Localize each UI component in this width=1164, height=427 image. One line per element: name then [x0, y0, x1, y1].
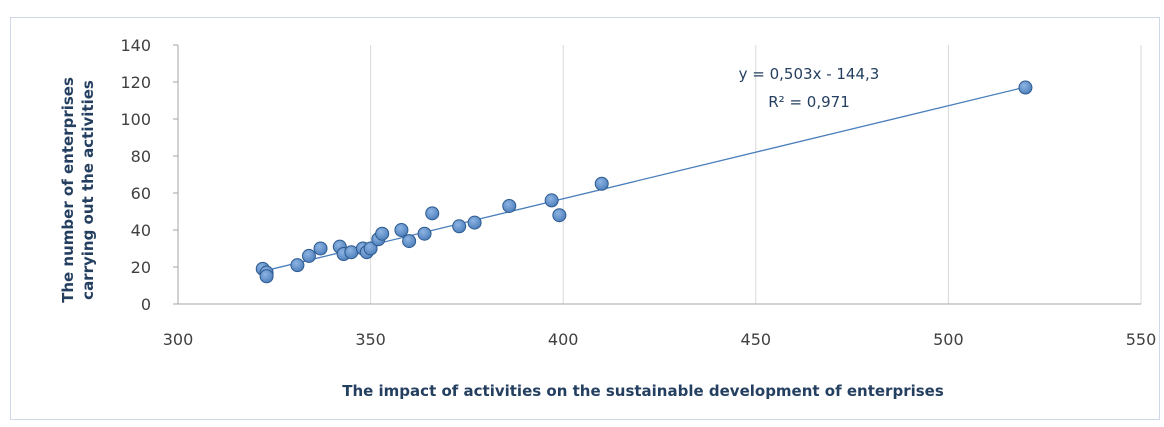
x-axis-title: The impact of activities on the sustaina…	[342, 382, 944, 400]
data-point	[594, 176, 609, 191]
data-point	[402, 234, 417, 249]
trendline	[262, 86, 1026, 272]
data-point	[344, 245, 359, 260]
data-point	[552, 208, 567, 223]
data-point	[301, 248, 316, 263]
x-tick-label: 400	[548, 330, 579, 349]
gridlines	[370, 45, 1142, 304]
y-axis-title: The number of enterprises carrying out t…	[59, 77, 97, 303]
x-tick-label: 350	[355, 330, 386, 349]
trendline-equation: y = 0,503x - 144,3	[739, 65, 880, 83]
data-point	[375, 226, 390, 241]
x-axis-tick-labels: 300 350 400 450 500 550	[163, 330, 1157, 349]
y-tick-label: 140	[120, 36, 151, 55]
y-tick-label: 40	[131, 221, 151, 240]
data-point	[394, 223, 409, 237]
trendline-group	[262, 86, 1026, 272]
data-point	[1018, 80, 1033, 95]
y-axis-tick-labels: 0 20 40 60 80 100 120 140	[120, 36, 151, 314]
y-tick-label: 60	[131, 184, 151, 203]
data-point	[290, 258, 305, 273]
data-point	[452, 219, 467, 234]
y-axis-title-line-1: The number of enterprises	[59, 77, 77, 303]
x-tick-label: 550	[1126, 330, 1157, 349]
data-points	[255, 80, 1033, 284]
x-tick-label: 300	[163, 330, 194, 349]
trendline-r-squared: R² = 0,971	[768, 93, 849, 111]
x-tick-label: 500	[933, 330, 964, 349]
y-axis-title-line-2: carrying out the activities	[79, 80, 97, 300]
y-tick-label: 0	[141, 295, 151, 314]
y-tick-label: 100	[120, 110, 151, 129]
data-point	[544, 193, 559, 208]
data-point	[417, 226, 432, 241]
y-tick-label: 80	[131, 147, 151, 166]
data-point	[363, 241, 378, 256]
x-tick-label: 450	[741, 330, 772, 349]
y-tick-label: 120	[120, 73, 151, 92]
data-point	[502, 198, 517, 213]
data-point	[313, 241, 328, 256]
y-tick-label: 20	[131, 258, 151, 277]
axes	[173, 44, 1141, 305]
data-point	[425, 206, 440, 221]
scatter-chart: 0 20 40 60 80 100 120 140 300 350 400 450 500 550 y …	[59, 36, 1157, 400]
data-point	[467, 215, 482, 230]
chart-area: 0 20 40 60 80 100 120 140 300 350 400 450 500 550 y …	[10, 17, 1160, 420]
data-point	[259, 269, 274, 284]
